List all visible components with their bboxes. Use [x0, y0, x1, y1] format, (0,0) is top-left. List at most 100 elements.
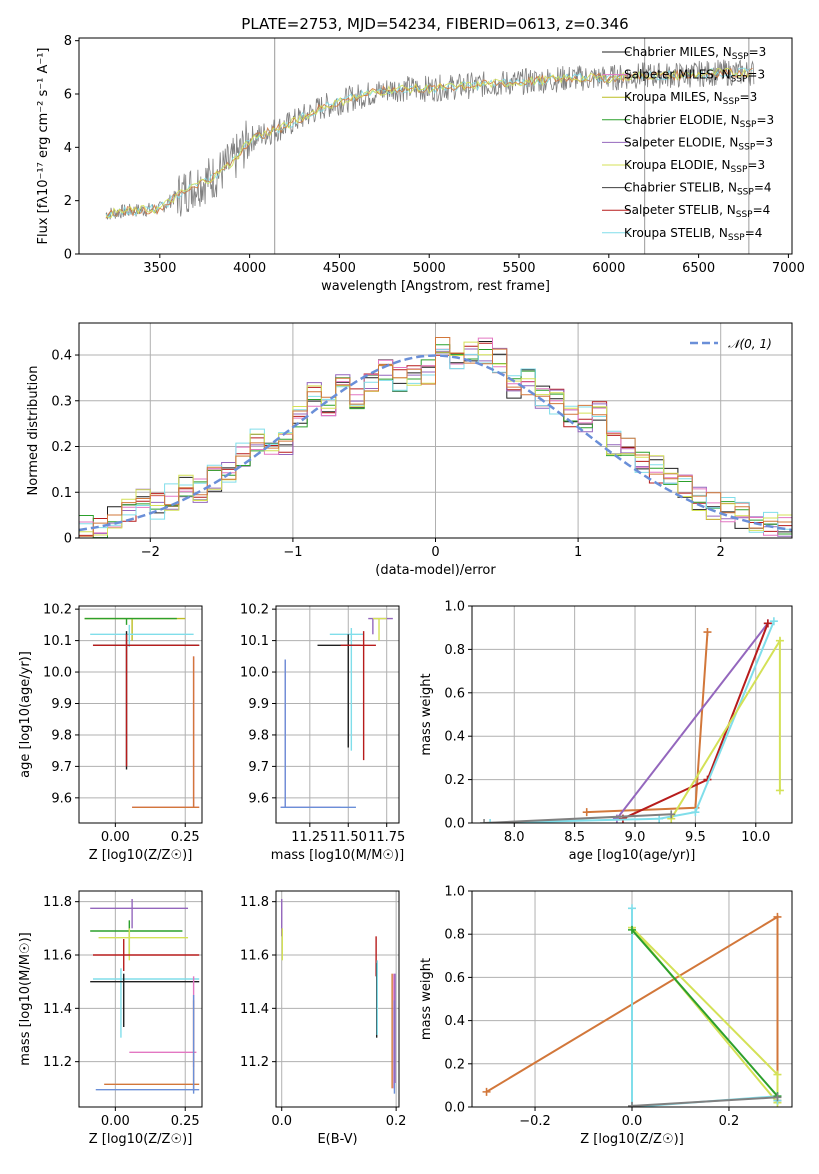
legend-label: Salpeter MILES, NSSP=3: [624, 68, 765, 85]
y-tick-label: 9.7: [51, 760, 72, 775]
weight-marker: [775, 786, 784, 795]
y-tick-label: 9.7: [248, 760, 269, 775]
figure-title: PLATE=2753, MJD=54234, FIBERID=0613, z=0…: [241, 15, 628, 33]
weight-marker: [763, 619, 772, 628]
x-tick-label: 11.25: [291, 830, 328, 845]
weight-marker: [773, 912, 782, 921]
x-tick-label: 9.5: [685, 830, 706, 845]
y-tick-label: 9.6: [51, 791, 72, 806]
x-tick-label: 6000: [592, 261, 625, 276]
y-tick-label: 11.6: [43, 949, 72, 964]
weight-line: [616, 622, 769, 820]
spectrum-panel: 3500 4000 4500 5000 5500 6000 6500 7000 0 2 4 6 8 wav…: [36, 34, 805, 294]
y-tick-label: 4: [64, 141, 72, 156]
y-axis-label: Flux [fλ10⁻¹⁷ erg cm⁻² s⁻¹ A⁻¹]: [36, 48, 51, 245]
plot-area: [480, 617, 784, 823]
axes-frame: [471, 605, 793, 824]
axes-frame: [471, 890, 793, 1108]
x-axis-label: mass [log10(M/M☉)]: [271, 848, 404, 863]
y-axis-label: mass [log10(M/M☉)]: [18, 932, 33, 1065]
legend: 𝒩(0, 1): [690, 337, 772, 351]
y-tick-label: 10.1: [240, 634, 269, 649]
y-tick-label: 0.8: [444, 643, 465, 658]
weight-line: [631, 1096, 778, 1107]
x-tick-label: −2: [141, 545, 160, 560]
y-tick-label: 0.2: [444, 773, 465, 788]
x-tick-label: 4500: [323, 261, 356, 276]
weight-marker: [667, 810, 676, 819]
x-tick-label: 2: [717, 545, 725, 560]
axes-frame: [78, 890, 203, 1108]
x-tick-label: 0.0: [271, 1114, 292, 1129]
y-axis-label: mass weight: [419, 958, 434, 1040]
y-tick-label: 10.1: [43, 634, 72, 649]
x-tick-label: 1: [574, 545, 582, 560]
y-tick-label: 9.9: [51, 697, 72, 712]
x-tick-label: 8.0: [504, 830, 525, 845]
plot-area: [84, 617, 200, 808]
y-tick-label: 11.2: [43, 1055, 72, 1070]
x-tick-label: 0.0: [622, 1114, 643, 1129]
y-tick-label: 11.4: [240, 1002, 269, 1017]
y-tick-label: 2: [64, 194, 72, 209]
age-vs-Z-panel: 0.00 0.25 9.6 9.7 9.8 9.9 10.0 10.1 10.2 Z [log10…: [18, 603, 203, 863]
weight-marker: [703, 628, 712, 637]
y-tick-label: 11.2: [240, 1055, 269, 1070]
x-tick-label: 0.25: [171, 830, 200, 845]
legend-label: Salpeter ELODIE, NSSP=3: [624, 135, 773, 152]
x-axis-label: (data-model)/error: [375, 563, 496, 578]
y-tick-label: 0: [64, 248, 72, 263]
x-tick-label: 11.50: [330, 830, 367, 845]
x-axis-label: Z [log10(Z/Z☉)]: [89, 848, 193, 863]
legend-label: Salpeter STELIB, NSSP=4: [624, 203, 770, 220]
legend-label: 𝒩(0, 1): [728, 337, 772, 351]
y-tick-label: 6: [64, 88, 72, 103]
y-tick-label: 11.8: [240, 895, 269, 910]
plot-area: [79, 337, 792, 538]
y-tick-label: 0.4: [444, 730, 465, 745]
y-tick-label: 0.4: [51, 349, 72, 364]
x-tick-label: 0.25: [171, 1114, 200, 1129]
weight-marker: [691, 808, 700, 817]
x-tick-label: 5000: [413, 261, 446, 276]
y-tick-label: 8: [64, 34, 72, 49]
weight-line: [631, 929, 779, 1097]
plot-area: [280, 617, 393, 808]
y-tick-label: 0.2: [51, 440, 72, 455]
weight-line: [484, 813, 672, 823]
y-tick-label: 0.4: [444, 1014, 465, 1029]
x-tick-label: −1: [283, 545, 302, 560]
y-tick-label: 9.8: [51, 728, 72, 743]
x-tick-label: 0.00: [101, 1114, 130, 1129]
x-tick-label: 5500: [502, 261, 535, 276]
y-axis-label: age [log10(age/yr)]: [18, 651, 33, 778]
x-tick-label: 0: [431, 545, 439, 560]
age-vs-mass-panel: 11.25 11.50 11.75 9.6 9.7 9.8 9.9 10.0 10.1 10.2 m…: [240, 603, 405, 863]
weight-line: [586, 631, 709, 814]
axes-frame: [78, 37, 793, 255]
y-tick-label: 0.1: [51, 486, 72, 501]
x-tick-label: 0.2: [386, 1114, 407, 1129]
weight-marker: [480, 819, 489, 823]
x-tick-label: 4000: [233, 261, 266, 276]
axes-frame: [78, 605, 203, 824]
y-tick-label: 11.8: [43, 895, 72, 910]
weight-marker: [628, 925, 636, 934]
x-tick-label: 11.75: [368, 830, 405, 845]
x-tick-label: 10.0: [741, 830, 770, 845]
y-tick-label: 10.2: [43, 603, 72, 618]
mass-vs-EBV-panel: 0.0 0.2 11.2 11.4 11.6 11.8 E(B-V): [240, 890, 407, 1147]
y-axis-label: mass weight: [419, 673, 434, 755]
y-tick-label: 0.2: [444, 1057, 465, 1072]
y-tick-label: 0.3: [51, 394, 72, 409]
x-tick-label: 9.0: [625, 830, 646, 845]
axes-frame: [275, 890, 400, 1108]
x-tick-label: 7000: [772, 261, 805, 276]
weight-marker: [482, 1087, 491, 1096]
y-tick-label: 11.4: [43, 1002, 72, 1017]
y-tick-label: 0: [64, 532, 72, 547]
y-tick-label: 0.8: [444, 928, 465, 943]
weight-marker: [775, 636, 784, 645]
weight-line: [670, 637, 781, 820]
legend-label: Kroupa STELIB, NSSP=4: [624, 226, 762, 243]
